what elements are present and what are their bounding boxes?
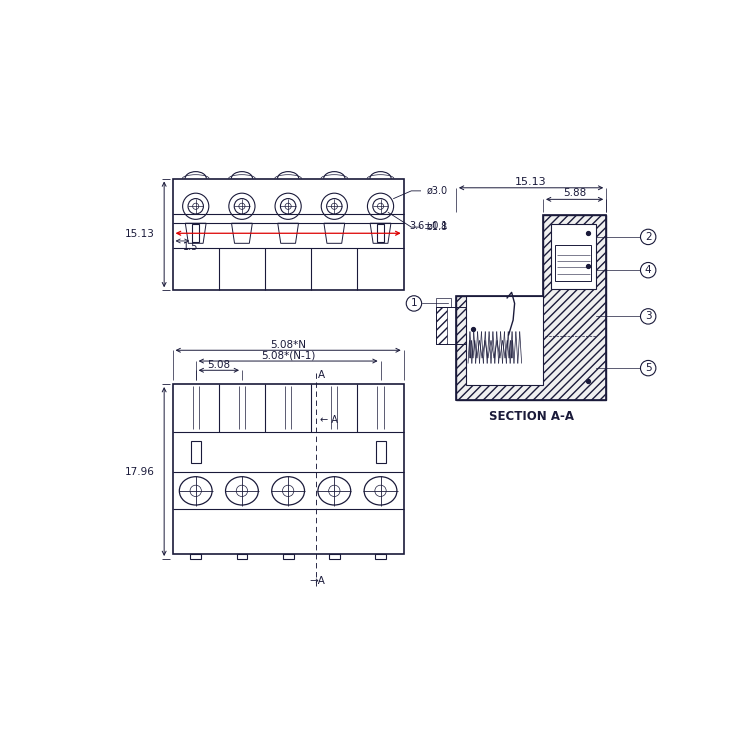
Bar: [192, 224, 200, 242]
Text: 15.13: 15.13: [515, 177, 547, 187]
Text: 3: 3: [645, 311, 652, 322]
Text: ø1.8: ø1.8: [427, 222, 448, 232]
Text: A: A: [318, 370, 326, 380]
Text: ø3.0: ø3.0: [427, 186, 448, 196]
Text: 5.08*(N-1): 5.08*(N-1): [261, 351, 315, 361]
Bar: [172, 178, 404, 290]
Bar: [283, 554, 293, 559]
Bar: [436, 308, 447, 344]
Bar: [375, 554, 386, 559]
Text: 5: 5: [645, 363, 652, 373]
Bar: [555, 245, 591, 281]
Text: 2: 2: [645, 232, 652, 242]
Bar: [436, 298, 451, 307]
Text: 5.08: 5.08: [207, 360, 230, 370]
Text: 1.5: 1.5: [182, 242, 198, 252]
Bar: [376, 441, 386, 464]
Text: →A: →A: [310, 576, 326, 586]
Bar: [436, 308, 466, 344]
Bar: [329, 554, 340, 559]
Bar: [172, 384, 404, 554]
Bar: [550, 224, 596, 289]
Text: 5.08*N: 5.08*N: [270, 340, 306, 350]
Polygon shape: [456, 214, 606, 400]
Text: 15.13: 15.13: [125, 230, 155, 239]
Bar: [190, 554, 201, 559]
Bar: [236, 554, 248, 559]
Text: 4: 4: [645, 266, 652, 275]
Text: SECTION A-A: SECTION A-A: [488, 410, 574, 423]
Bar: [377, 224, 384, 242]
Text: ← A: ← A: [320, 415, 338, 425]
Bar: [466, 296, 543, 385]
Text: 17.96: 17.96: [125, 466, 155, 476]
Text: 1: 1: [411, 298, 417, 308]
Text: 3.6±0.1: 3.6±0.1: [410, 220, 448, 230]
Bar: [190, 441, 201, 464]
Text: 5.88: 5.88: [563, 188, 586, 198]
